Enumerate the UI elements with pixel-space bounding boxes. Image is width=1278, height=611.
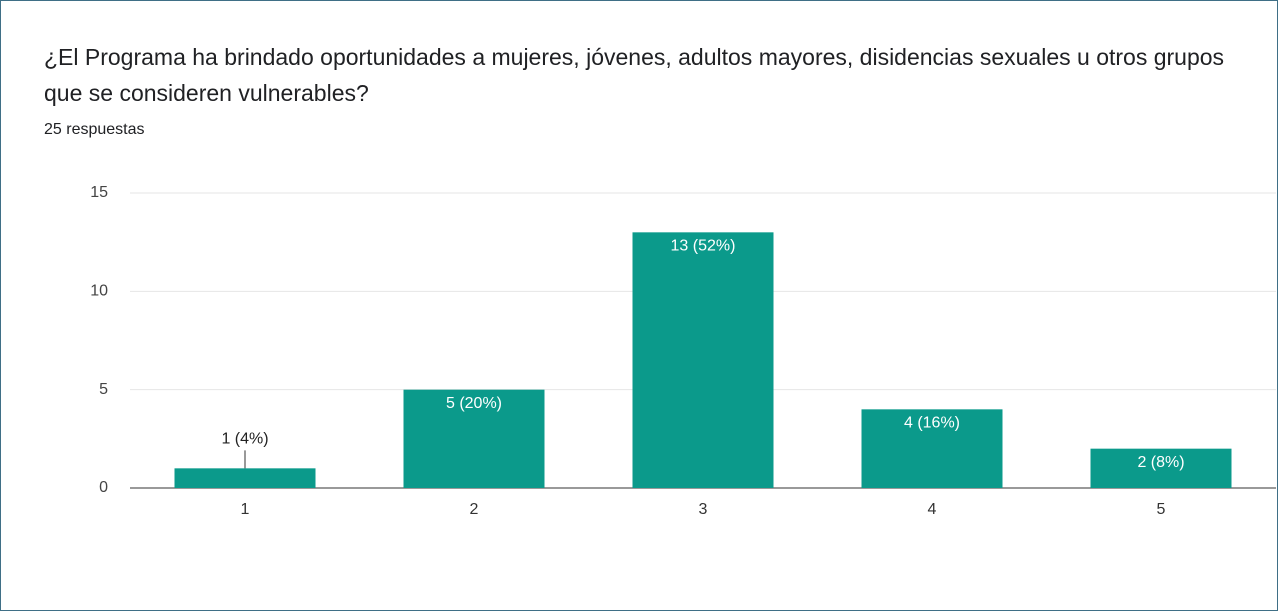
chart-title: ¿El Programa ha brindado oportunidades a… [44, 44, 1225, 106]
bar [632, 232, 774, 488]
bar [174, 468, 316, 488]
data-label: 2 (8%) [1137, 454, 1184, 471]
y-tick-label: 15 [90, 184, 108, 201]
bar [403, 389, 545, 488]
x-tick-label: 2 [470, 501, 479, 518]
data-label: 13 (52%) [671, 238, 736, 255]
x-tick-label: 3 [699, 501, 708, 518]
x-tick-label: 1 [241, 501, 250, 518]
data-label: 5 (20%) [446, 395, 502, 412]
y-tick-label: 0 [99, 479, 108, 496]
x-tick-label: 4 [928, 501, 937, 518]
y-tick-label: 10 [90, 283, 108, 300]
data-label: 1 (4%) [221, 431, 268, 448]
bar [1090, 448, 1232, 488]
bar [861, 409, 1003, 488]
x-tick-label: 5 [1157, 501, 1166, 518]
data-label: 4 (16%) [904, 415, 960, 432]
chart-subtitle: 25 respuestas [44, 121, 145, 138]
y-tick-label: 5 [99, 381, 108, 398]
